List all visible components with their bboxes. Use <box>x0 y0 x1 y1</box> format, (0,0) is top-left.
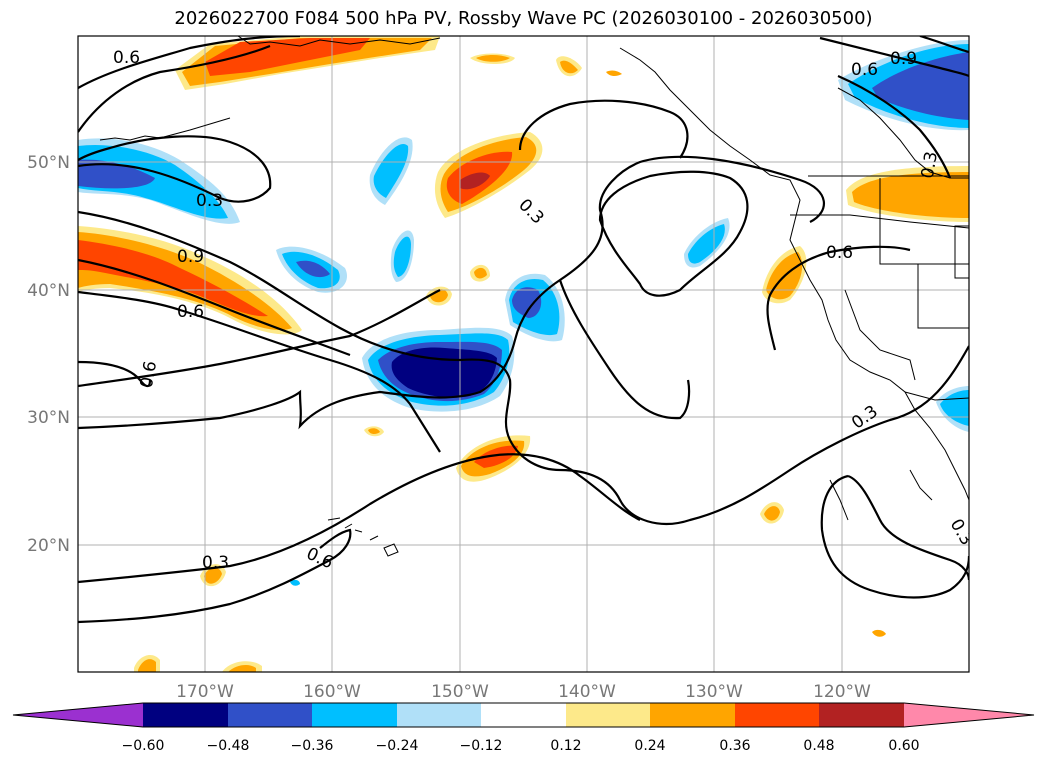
colorbar-tick: 0.24 <box>634 738 665 754</box>
lat-labels: 50°N 40°N 30°N 20°N <box>27 153 70 556</box>
contour-label: 0.6 <box>177 302 204 322</box>
colorbar-tick: −0.12 <box>460 738 503 754</box>
contour-label: 0.6 <box>851 60 878 80</box>
colorbar-under-arrow <box>13 703 143 727</box>
colorbar-bin <box>228 703 312 727</box>
colorbar-tick: −0.36 <box>291 738 334 754</box>
colorbar-bin <box>397 703 481 727</box>
contour-label: 0.6 <box>113 48 140 68</box>
contour-labels: 0.6 0.9 0.6 0.3 0.9 0.6 0.6 0.3 0.3 0.6 … <box>113 48 969 573</box>
lat-label-40n: 40°N <box>27 281 70 301</box>
colorbar: −0.60 −0.48 −0.36 −0.24 −0.12 0.12 0.24 … <box>12 702 1035 754</box>
lon-label-140w: 140°W <box>558 682 616 702</box>
colorbar-tick: 0.12 <box>550 738 581 754</box>
contour-label: 0.9 <box>890 49 917 69</box>
lon-label-150w: 150°W <box>431 682 489 702</box>
contour-label: 0.3 <box>918 150 942 180</box>
pv-shading <box>78 36 969 672</box>
lon-label-160w: 160°W <box>303 682 361 702</box>
colorbar-tick: −0.60 <box>122 738 165 754</box>
colorbar-over-arrow <box>904 703 1034 727</box>
graticule <box>78 36 969 672</box>
contour-label: 0.3 <box>196 191 223 211</box>
colorbar-tick: −0.24 <box>376 738 419 754</box>
contour-label: 0.9 <box>177 247 204 267</box>
colorbar-tick: 0.48 <box>803 738 834 754</box>
colorbar-tick: 0.60 <box>888 738 919 754</box>
lon-label-130w: 130°W <box>685 682 743 702</box>
colorbar-tick: 0.36 <box>719 738 750 754</box>
contour-label: 0.6 <box>137 360 161 390</box>
colorbar-bin <box>819 703 904 727</box>
lat-label-50n: 50°N <box>27 153 70 173</box>
lat-label-30n: 30°N <box>27 408 70 428</box>
lon-labels: 170°W 160°W 150°W 140°W 130°W 120°W <box>176 682 871 702</box>
lon-label-170w: 170°W <box>176 682 234 702</box>
map-title: 2026022700 F084 500 hPa PV, Rossby Wave … <box>174 8 873 29</box>
colorbar-bin <box>735 703 819 727</box>
pc-contours <box>78 36 969 624</box>
colorbar-bin <box>650 703 735 727</box>
colorbar-tick: −0.48 <box>207 738 250 754</box>
colorbar-bin <box>566 703 650 727</box>
colorbar-bin <box>312 703 397 727</box>
colorbar-bin <box>143 703 228 727</box>
contour-label: 0.3 <box>202 553 229 573</box>
map-panel: 0.6 0.9 0.6 0.3 0.9 0.6 0.6 0.3 0.3 0.6 … <box>78 36 969 672</box>
lat-label-20n: 20°N <box>27 536 70 556</box>
lon-label-120w: 120°W <box>813 682 871 702</box>
contour-label: 0.6 <box>826 243 853 263</box>
colorbar-bin <box>481 703 566 727</box>
map-frame <box>77 35 970 673</box>
colorbar-outline <box>12 702 1035 728</box>
